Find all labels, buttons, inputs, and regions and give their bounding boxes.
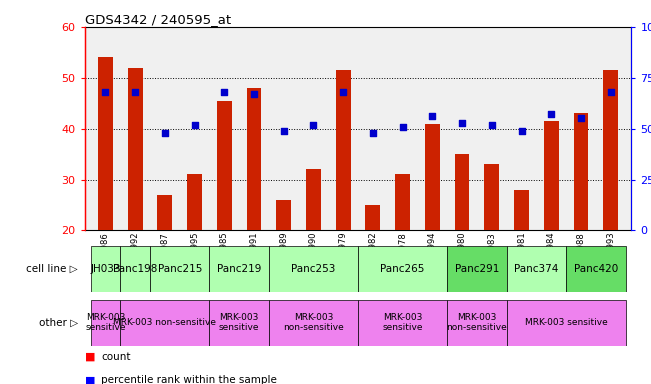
Point [219,89,230,95]
Bar [425,124,440,332]
Text: MRK-003
sensitive: MRK-003 sensitive [85,313,126,332]
Point [309,121,319,127]
Bar [210,246,269,292]
Bar [247,88,262,332]
Bar [217,101,232,332]
Text: MRK-003
non-sensitive: MRK-003 non-sensitive [283,313,344,332]
Text: Panc265: Panc265 [380,264,425,274]
Bar [454,154,469,332]
Bar [120,246,150,292]
Bar [187,174,202,332]
Bar [506,300,626,346]
Bar [90,300,120,346]
Bar [358,246,447,292]
Bar [276,200,291,332]
Text: MRK-003
sensitive: MRK-003 sensitive [219,313,259,332]
Point [249,91,259,97]
Point [338,89,348,95]
Bar [447,300,506,346]
Text: ■: ■ [85,352,95,362]
Bar [150,246,210,292]
Point [159,130,170,136]
Bar [358,300,447,346]
Point [575,115,586,121]
Point [189,121,200,127]
Point [486,121,497,127]
Bar [566,246,626,292]
Point [100,89,111,95]
Point [279,127,289,134]
Bar [336,70,351,332]
Bar [506,246,566,292]
Text: Panc219: Panc219 [217,264,261,274]
Bar [544,121,559,332]
Bar [90,246,120,292]
Text: MRK-003 non-sensitive: MRK-003 non-sensitive [113,318,216,327]
Bar [98,57,113,332]
Text: count: count [101,352,130,362]
Text: MRK-003 sensitive: MRK-003 sensitive [525,318,607,327]
Point [605,89,616,95]
Point [130,89,141,95]
Text: MRK-003
sensitive: MRK-003 sensitive [382,313,423,332]
Point [457,119,467,126]
Text: ■: ■ [85,375,95,384]
Text: GDS4342 / 240595_at: GDS4342 / 240595_at [85,13,230,26]
Bar [158,195,173,332]
Bar [395,174,410,332]
Bar [120,300,210,346]
Text: cell line ▷: cell line ▷ [27,264,78,274]
Bar [210,300,269,346]
Bar [484,164,499,332]
Bar [514,190,529,332]
Point [397,124,408,130]
Text: Panc420: Panc420 [574,264,618,274]
Text: other ▷: other ▷ [39,318,78,328]
Point [546,111,557,118]
Bar [574,113,589,332]
Text: Panc253: Panc253 [291,264,336,274]
Text: Panc215: Panc215 [158,264,202,274]
Bar [269,300,358,346]
Text: JH033: JH033 [90,264,120,274]
Bar [128,68,143,332]
Text: Panc291: Panc291 [455,264,499,274]
Point [516,127,527,134]
Text: Panc374: Panc374 [514,264,559,274]
Point [368,130,378,136]
Bar [365,205,380,332]
Bar [603,70,618,332]
Bar [269,246,358,292]
Point [427,113,437,119]
Text: percentile rank within the sample: percentile rank within the sample [101,375,277,384]
Text: MRK-003
non-sensitive: MRK-003 non-sensitive [447,313,507,332]
Text: Panc198: Panc198 [113,264,158,274]
Bar [447,246,506,292]
Bar [306,169,321,332]
